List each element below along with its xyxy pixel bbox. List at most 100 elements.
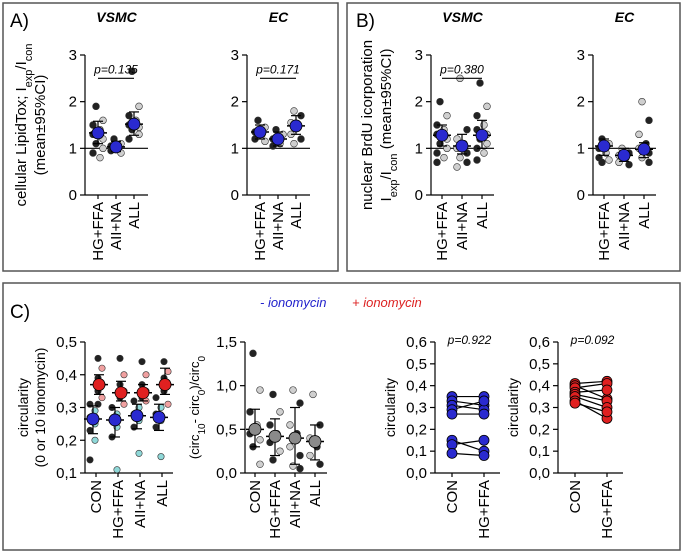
data-point — [635, 130, 643, 139]
x-tick-label: AII+NA — [616, 202, 633, 250]
group-mean — [637, 142, 651, 156]
x-tick-label: ALL — [154, 480, 171, 507]
data-point — [92, 102, 100, 111]
y-tick-label: 1,5 — [216, 334, 237, 351]
y-axis-label: cellular LipidTox; Iexp/Icon — [13, 43, 35, 206]
minus-data-point — [152, 423, 160, 431]
y-tick-label: 0 — [69, 187, 77, 204]
x-tick-label: HG+FFA — [596, 202, 613, 261]
data-point — [483, 102, 491, 111]
y-tick-label: 3 — [415, 47, 423, 64]
y-tick-label: 0,5 — [56, 334, 77, 351]
data-point — [256, 436, 264, 444]
p-value: p=0.092 — [570, 333, 615, 347]
plus-data-point — [98, 364, 106, 372]
minus-group-mean — [130, 409, 144, 423]
x-tick-label: HG+FFA — [252, 202, 269, 261]
data-point — [290, 139, 298, 148]
y-axis-label-2: (mean±95%CI) — [32, 75, 49, 176]
plus-data-point — [164, 400, 172, 408]
y-tick-label: 0 — [577, 187, 585, 204]
y-axis-label: circularity — [505, 378, 521, 437]
data-point — [246, 408, 254, 416]
data-point — [289, 386, 297, 394]
chart-a1: 0 1 2 3 HG+FFA AII+NA ALL VSMC cellular LipidTox… — [13, 9, 148, 261]
plus-group-mean — [92, 378, 106, 391]
y-tick-label: 2 — [69, 94, 77, 111]
y-tick-label: 1 — [69, 140, 77, 157]
group-mean — [289, 119, 303, 133]
y-axis-label-sub: 0 — [197, 355, 208, 361]
data-point — [276, 408, 284, 416]
data-point — [645, 158, 653, 167]
minus-data-point — [91, 436, 99, 444]
y-tick-label: 1 — [577, 140, 585, 157]
pair-point-hgffa — [601, 384, 613, 396]
data-point — [269, 390, 277, 399]
x-tick-label: AII+NA — [454, 202, 471, 250]
minus-group-mean — [108, 413, 122, 427]
x-tick-label: ALL — [126, 202, 143, 229]
y-tick-label: 0,5 — [406, 356, 427, 373]
minus-data-point — [157, 453, 165, 461]
minus-data-point — [86, 426, 94, 434]
data-point — [463, 158, 471, 167]
plus-data-point — [164, 367, 172, 375]
data-point — [453, 163, 461, 171]
data-point — [473, 111, 481, 120]
y-axis-label: circularity — [15, 378, 31, 437]
x-tick-label: AII+NA — [108, 202, 125, 250]
panel-c-border — [2, 282, 681, 551]
plus-data-point — [142, 371, 150, 379]
x-tick-label: AII+NA — [287, 480, 304, 528]
data-point — [605, 156, 613, 164]
y-axis-label: (circ10- circ0)/circ0 — [187, 355, 208, 459]
y-tick-label: 0,4 — [529, 378, 550, 395]
data-point — [96, 153, 104, 162]
y-axis-label-sub: con — [388, 153, 400, 171]
minus-data-point — [152, 394, 160, 402]
data-point — [286, 443, 294, 451]
x-tick-label: CON — [247, 480, 264, 513]
group-mean — [435, 128, 449, 142]
data-point — [598, 158, 606, 167]
data-point — [480, 149, 488, 157]
minus-data-point — [113, 466, 121, 474]
data-point — [266, 421, 274, 429]
p-value: p=0.380 — [439, 62, 484, 76]
y-axis-label: circularity — [382, 378, 398, 437]
y-axis-label-text: - circ — [187, 395, 202, 424]
minus-data-point — [135, 449, 143, 457]
y-tick-label: 0,4 — [406, 378, 427, 395]
data-point — [463, 125, 471, 134]
data-point — [436, 97, 444, 106]
y-axis-label-text: )/circ — [187, 361, 202, 390]
y-axis-label-text: (circ — [187, 434, 202, 459]
y-tick-label: 2 — [415, 94, 423, 111]
minus-data-point — [130, 397, 138, 405]
pair-point-con — [446, 408, 458, 420]
group-mean — [597, 139, 611, 153]
p-value: p=0.171 — [255, 62, 300, 76]
x-tick-label: ALL — [474, 202, 491, 229]
y-axis-label-text: /I — [13, 61, 30, 69]
y-tick-label: 0,2 — [406, 421, 427, 438]
y-tick-label: 0,5 — [529, 356, 550, 373]
y-axis-label-text: I — [378, 197, 395, 201]
data-point — [473, 156, 481, 164]
data-point — [128, 67, 136, 76]
y-axis-label-2: Iexp/Icon (mean±95%CI) — [378, 49, 400, 202]
group-mean — [127, 117, 141, 131]
group-mean — [253, 125, 267, 139]
legend-minus-ionomycin: - ionomycin — [260, 295, 326, 310]
y-tick-label: 0,4 — [56, 367, 77, 384]
y-tick-label: 0,2 — [529, 421, 550, 438]
panel-a-border — [2, 2, 339, 272]
y-axis-label-sub: exp — [23, 70, 35, 88]
y-tick-label: 0 — [231, 187, 239, 204]
y-axis-label-text: cellular LipidTox; I — [13, 87, 30, 206]
pair-point-con — [569, 397, 581, 409]
data-point — [135, 130, 143, 139]
chart-c1: 0,1 0,2 0,3 0,4 0,5 CON HG+FFA AII+NA ALL circula… — [15, 334, 174, 539]
